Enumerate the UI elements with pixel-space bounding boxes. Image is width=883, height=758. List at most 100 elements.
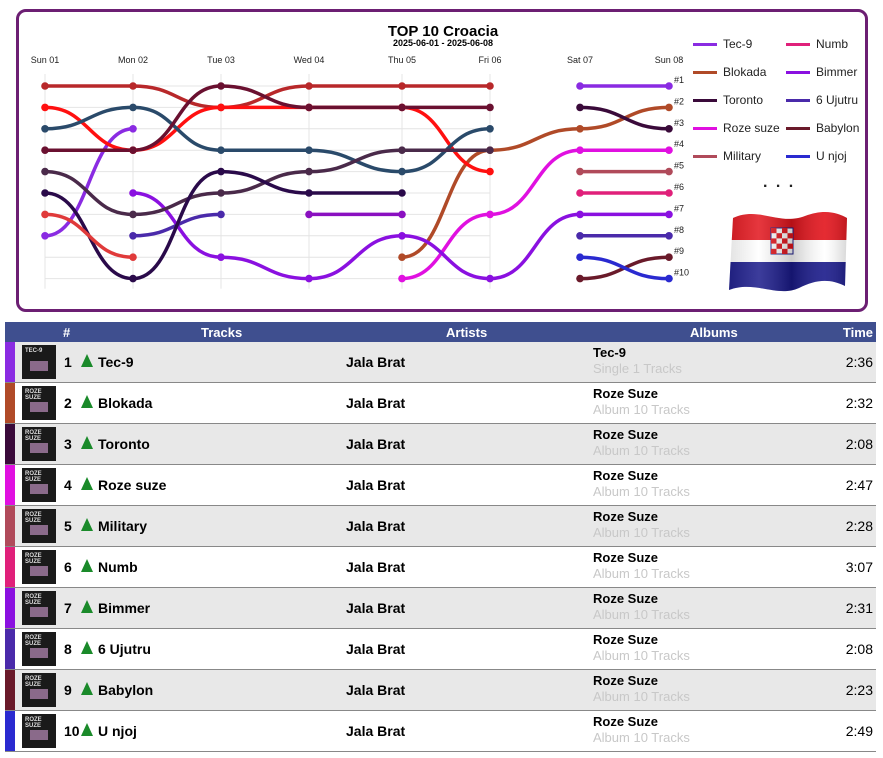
track-title[interactable]: Military [98,518,148,534]
artist-name[interactable]: Jala Brat [346,723,406,739]
track-duration: 2:47 [845,477,873,493]
artist-name[interactable]: Jala Brat [346,395,406,411]
track-title[interactable]: U njoj [98,723,137,739]
rank-label: #6 [674,182,684,192]
series-point [41,167,49,176]
artist-name[interactable]: Jala Brat [346,641,406,657]
track-title[interactable]: Bimmer [98,600,151,616]
table-row[interactable]: TEC-9 1 Tec-9 Jala Brat Tec-9 Single 1 Tracks… [5,342,876,383]
legend-item[interactable]: Military [693,148,761,164]
legend-swatch [693,154,717,158]
table-row[interactable]: ROZE SUZE 9 Babylon Jala Brat Roze Suze Album… [5,670,876,711]
table-row[interactable]: ROZE SUZE 8 6 Ujutru Jala Brat Roze Suze Albu… [5,629,876,670]
legend-item[interactable]: 6 Ujutru [786,92,858,108]
album-cover-image: TEC-9 [22,345,56,379]
series-point [41,146,49,154]
series-point [217,210,225,219]
legend-item[interactable]: Toronto [693,92,763,108]
legend-item[interactable]: Blokada [693,64,766,80]
series-line [131,191,223,217]
album-title[interactable]: Roze Suze [593,468,659,483]
table-row[interactable]: ROZE SUZE 3 Toronto Jala Brat Roze Suze Album… [5,424,876,465]
artist-name[interactable]: Jala Brat [346,354,406,370]
series-point [217,82,225,90]
series-point [398,253,406,261]
album-cover-image: ROZE SUZE [22,550,56,584]
series-point [665,189,673,197]
row-color-accent [5,670,15,710]
artist-name[interactable]: Jala Brat [346,682,406,698]
track-title[interactable]: Toronto [98,436,150,452]
album-cover-image: ROZE SUZE [22,509,56,543]
track-title[interactable]: Blokada [98,395,153,411]
series-point [665,274,673,283]
legend-label: 6 Ujutru [816,93,859,107]
header-rank: # [63,325,71,340]
track-title[interactable]: Tec-9 [98,354,134,370]
rank-label: #2 [674,96,684,106]
artist-name[interactable]: Jala Brat [346,559,406,575]
row-color-accent [5,629,15,669]
album-title[interactable]: Roze Suze [593,427,659,442]
album-title[interactable]: Roze Suze [593,386,659,401]
track-title[interactable]: Babylon [98,682,154,698]
legend-item[interactable]: U njoj [786,148,847,164]
series-line [219,84,311,110]
trend-up-icon [81,723,93,736]
cover-text: TEC-9 [25,348,43,354]
artist-name[interactable]: Jala Brat [346,436,406,452]
table-row[interactable]: ROZE SUZE 2 Blokada Jala Brat Roze Suze Album… [5,383,876,424]
album-title[interactable]: Roze Suze [593,509,659,524]
artist-name[interactable]: Jala Brat [346,518,406,534]
legend-item[interactable]: Tec-9 [693,36,752,52]
album-info: Album 10 Tracks [593,443,690,458]
legend-more-indicator: . . . [763,174,796,191]
legend-swatch [693,70,717,74]
artist-name[interactable]: Jala Brat [346,600,406,616]
album-title[interactable]: Tec-9 [593,345,626,360]
table-row[interactable]: ROZE SUZE 5 Military Jala Brat Roze Suze Albu… [5,506,876,547]
track-title[interactable]: 6 Ujutru [98,641,151,657]
album-title[interactable]: Roze Suze [593,714,659,729]
series-line [578,105,671,131]
series-point [41,210,49,219]
track-duration: 2:31 [845,600,873,616]
rank-number: 8 [64,641,72,657]
table-row[interactable]: ROZE SUZE 4 Roze suze Jala Brat Roze Suze Alb… [5,465,876,506]
x-tick-label: Wed 04 [294,55,325,65]
series-point [665,253,673,261]
track-title[interactable]: Roze suze [98,477,167,493]
album-info: Album 10 Tracks [593,730,690,745]
artist-name[interactable]: Jala Brat [346,477,406,493]
track-title[interactable]: Numb [98,559,138,575]
album-title[interactable]: Roze Suze [593,591,659,606]
series-line [219,255,311,281]
legend-item[interactable]: Bimmer [786,64,857,80]
rank-number: 5 [64,518,72,534]
rank-number: 1 [64,354,72,370]
table-row[interactable]: ROZE SUZE 7 Bimmer Jala Brat Roze Suze Album … [5,588,876,629]
album-cover-image: ROZE SUZE [22,591,56,625]
series-point [576,82,584,90]
legend-swatch [786,42,810,46]
legend-item[interactable]: Babylon [786,120,859,136]
album-title[interactable]: Roze Suze [593,632,659,647]
table-row[interactable]: ROZE SUZE 10 U njoj Jala Brat Roze Suze Album… [5,711,876,752]
legend-item[interactable]: Numb [786,36,848,52]
series-point [129,210,137,219]
legend-item[interactable]: Roze suze [693,120,780,136]
rank-label: #7 [674,203,684,213]
header-artists: Artists [446,325,488,340]
series-point [129,274,137,283]
x-tick-label: Sat 07 [567,55,593,65]
header-albums: Albums [690,325,738,340]
album-title[interactable]: Roze Suze [593,550,659,565]
album-title[interactable]: Roze Suze [593,673,659,688]
series-line [400,212,492,281]
rank-label: #1 [674,75,684,85]
series-point [576,167,584,176]
trend-up-icon [81,641,93,654]
table-row[interactable]: ROZE SUZE 6 Numb Jala Brat Roze Suze Album 10… [5,547,876,588]
track-duration: 2:32 [845,395,873,411]
rank-number: 10 [64,723,80,739]
